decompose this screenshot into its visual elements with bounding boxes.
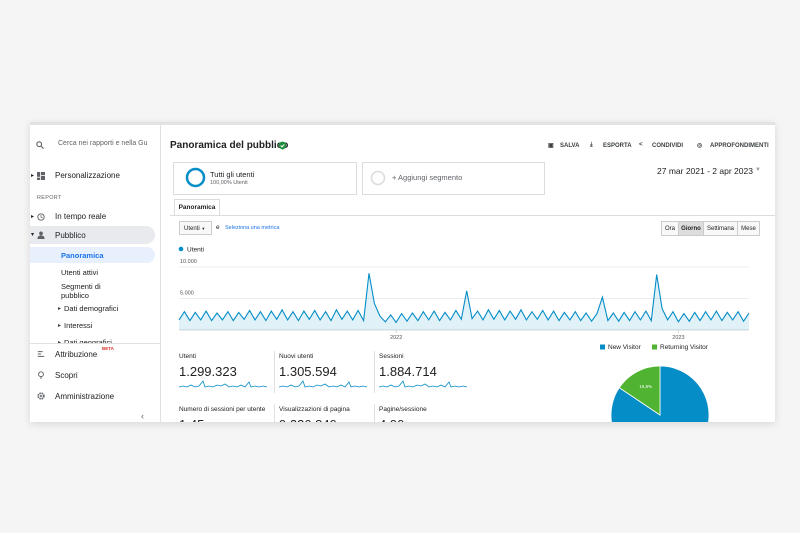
date-range[interactable]: 27 mar 2021 - 2 apr 2023 xyxy=(657,166,753,176)
sparkline-path xyxy=(179,380,268,388)
sparkline-path xyxy=(279,380,368,388)
legend-label: Returning Visitor xyxy=(660,344,709,351)
tab[interactable]: Panoramica xyxy=(174,199,220,216)
metric-label: Sessioni xyxy=(379,353,404,360)
sidebar: Cerca nei rapporti e nella Gu ▸ Personal… xyxy=(30,125,161,422)
nav-selected xyxy=(30,226,155,244)
pie-slice xyxy=(610,365,710,422)
caret: ▼ xyxy=(201,226,206,231)
legend-label: New Visitor xyxy=(608,344,642,351)
page-title: Panoramica del pubblico xyxy=(170,140,289,151)
nav-item[interactable]: Personalizzazione xyxy=(55,171,120,180)
nav-item[interactable]: Pubblico xyxy=(55,231,86,240)
line xyxy=(178,273,750,324)
caret: ▼ xyxy=(755,167,761,173)
metric-label: Numero di sessioni per utente xyxy=(179,406,266,413)
legend-label: Utenti xyxy=(187,247,204,254)
segment-name: Tutti gli utenti xyxy=(210,170,255,179)
legend-marker xyxy=(652,344,657,350)
metric-value: 1.299.323 xyxy=(179,364,237,379)
metric-name: Utenti xyxy=(184,226,200,232)
caret: ▸ xyxy=(31,214,35,220)
collapse-button[interactable]: ‹ xyxy=(141,411,144,421)
segment-detail: 100,00% Utenti xyxy=(210,180,248,186)
caret: ▸ xyxy=(58,323,62,329)
nav-item[interactable]: Amministrazione xyxy=(55,392,115,401)
sidebar-footer xyxy=(30,343,160,422)
y-tick-label: 10.000 xyxy=(180,259,197,265)
bulb-icon xyxy=(38,371,44,379)
metric-label: Utenti xyxy=(179,353,196,360)
sparkline xyxy=(379,380,468,388)
metric-label: Nuovi utenti xyxy=(279,353,314,360)
granularity-button[interactable]: Mese xyxy=(737,221,760,236)
nav-subitem[interactable]: Panoramica xyxy=(61,251,104,260)
metric-label: Visualizzazioni di pagina xyxy=(279,406,350,413)
add-segment[interactable] xyxy=(362,162,545,195)
sparkline-path xyxy=(379,380,468,388)
sparkline xyxy=(179,380,268,388)
icon: ◎ xyxy=(697,143,703,149)
separator xyxy=(274,404,275,422)
window: Cerca nei rapporti e nella Gu ▸ Personal… xyxy=(30,122,775,422)
area xyxy=(179,273,749,330)
nav-subitem[interactable]: Utenti attivi xyxy=(61,268,99,277)
action-button[interactable]: SALVA xyxy=(560,143,580,149)
action-button[interactable]: CONDIVIDI xyxy=(652,143,684,149)
add-segment-label[interactable]: + Aggiungi segmento xyxy=(392,173,463,182)
nav-item[interactable]: Attribuzione xyxy=(55,350,98,359)
separator xyxy=(274,351,275,393)
separator xyxy=(374,351,375,393)
action-button[interactable]: APPROFONDIMENTI xyxy=(710,143,769,149)
caret: ▸ xyxy=(31,173,35,179)
dashboard-icon xyxy=(37,172,45,180)
slice-label: 15,6% xyxy=(639,384,652,389)
nav-item[interactable]: In tempo reale xyxy=(55,212,107,221)
segment-ring xyxy=(370,170,386,186)
legend-marker xyxy=(600,344,605,350)
x-tick-label: 2022 xyxy=(390,335,402,341)
icon: ▣ xyxy=(548,143,554,149)
pie-slice xyxy=(618,365,661,416)
separator xyxy=(374,404,375,422)
metric-dropdown[interactable]: Utenti ▼ xyxy=(179,221,212,235)
segment-ring xyxy=(185,167,206,188)
icon: < xyxy=(639,142,643,148)
metric-value: 1.884.714 xyxy=(379,364,437,379)
metric-label: Pagine/sessione xyxy=(379,406,427,413)
nav-selected xyxy=(30,247,155,263)
caret: ▾ xyxy=(31,232,35,238)
nav-item[interactable]: Scopri xyxy=(55,371,78,380)
nav-subitem[interactable]: Dati geografici xyxy=(64,338,112,347)
conjunction: e xyxy=(216,224,220,231)
nav-subitem[interactable]: Interessi xyxy=(64,321,93,330)
nav-subitem[interactable]: Dati demografici xyxy=(64,304,119,313)
metric-value: 9.236.849 xyxy=(279,417,337,422)
charts: 10.000 5.000 2022 2023 Utenti New Visitor 15,6… xyxy=(178,246,750,422)
section-label: REPORT xyxy=(37,195,62,201)
gear-icon xyxy=(37,392,45,400)
x-tick-label: 2023 xyxy=(672,335,684,341)
y-tick-label: 5.000 xyxy=(180,291,194,297)
verified-icon xyxy=(278,141,287,150)
caret: ▸ xyxy=(58,306,62,312)
select-metric[interactable]: Seleziona una metrica xyxy=(225,225,280,231)
nav-subitem[interactable]: Segmenti di pubblico xyxy=(61,282,101,300)
search-icon xyxy=(36,141,44,149)
person-icon xyxy=(37,231,45,239)
badge: BETA xyxy=(102,346,114,351)
action-button[interactable]: ESPORTA xyxy=(603,143,632,149)
search-box[interactable]: Cerca nei rapporti e nella Gu xyxy=(58,140,148,147)
metric-value: 4,90 xyxy=(379,417,404,422)
attribution-icon xyxy=(37,351,45,357)
sparkline xyxy=(279,380,368,388)
clock-icon xyxy=(37,213,45,221)
metric-value: 1.305.594 xyxy=(279,364,337,379)
legend-marker xyxy=(178,246,184,252)
metric-value: 1,45 xyxy=(179,417,204,422)
tab-line xyxy=(170,215,775,216)
icon: ⤓ xyxy=(590,142,593,148)
